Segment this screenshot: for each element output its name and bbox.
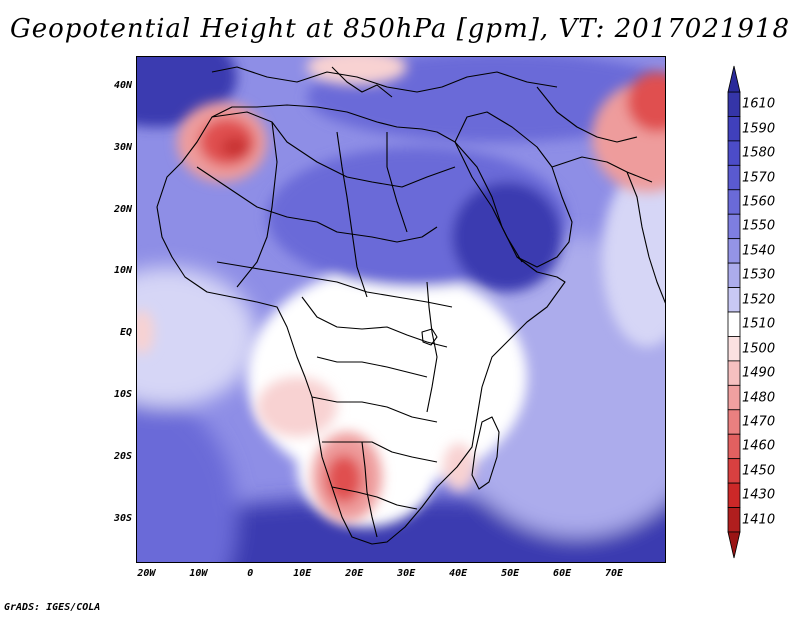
- balkans: [331, 66, 393, 98]
- colorbar-max-arrow: [727, 65, 741, 93]
- colorbar-label: 1520: [742, 292, 776, 308]
- colorbar-label: 1500: [742, 341, 776, 357]
- lat-label: 30S: [113, 512, 132, 524]
- border-6: [216, 261, 453, 308]
- colorbar-label: 1610: [742, 96, 776, 112]
- chart-title: Geopotential Height at 850hPa [gpm], VT:…: [9, 14, 791, 44]
- madagascar-outline: [471, 416, 500, 490]
- border-13: [361, 441, 378, 538]
- lat-label: 20S: [113, 450, 132, 462]
- lon-label: 70E: [605, 568, 624, 579]
- kalahari-low-core: [326, 455, 362, 503]
- colorbar-label: 1510: [742, 316, 776, 332]
- angola-pale-field: [257, 377, 337, 437]
- mediterranean-field: [307, 57, 665, 142]
- lon-label: 40E: [449, 568, 468, 579]
- iran-border: [536, 86, 638, 143]
- border-2: [196, 166, 438, 243]
- gulf-line: [551, 156, 653, 183]
- colorbar-swatch: [727, 189, 741, 215]
- lon-label: 50E: [501, 568, 520, 579]
- lon-label: 10W: [189, 568, 208, 579]
- lake-victoria: [421, 328, 438, 346]
- colorbar-swatch: [727, 140, 741, 166]
- border-4: [386, 132, 408, 233]
- colorbar-label: 1490: [742, 365, 776, 381]
- colorbar-label: 1430: [742, 487, 776, 503]
- lon-label: 20W: [137, 568, 156, 579]
- colorbar-swatch: [727, 262, 741, 288]
- colorbar-swatch: [727, 384, 741, 411]
- equator-pale-field: [137, 310, 154, 354]
- mediterranean-north: [211, 66, 558, 93]
- colorbar-swatch: [727, 336, 741, 362]
- morocco-high-center: [221, 137, 249, 157]
- colorbar-label: 1480: [742, 390, 776, 406]
- colorbar-swatch: [727, 238, 741, 264]
- border-5: [236, 121, 278, 288]
- lon-label: 20E: [345, 568, 364, 579]
- colorbar-swatch: [727, 287, 741, 313]
- country-outlines: [156, 66, 665, 545]
- border-3: [336, 131, 368, 298]
- lat-label: 10N: [113, 265, 132, 277]
- lat-label: 30N: [113, 141, 132, 153]
- colorbar: [727, 65, 741, 559]
- india-high-core: [627, 72, 665, 132]
- arabia-coast: [454, 111, 573, 268]
- balkan-pale-field: [307, 57, 407, 85]
- lat-label: 40N: [113, 79, 132, 91]
- border-10: [311, 396, 438, 423]
- red-sea-line: [454, 141, 523, 263]
- lon-label: 60E: [553, 568, 572, 579]
- lat-label: EQ: [119, 327, 132, 339]
- atlantic-pale-field: [137, 267, 257, 407]
- lat-label: 10S: [113, 389, 132, 401]
- map-panel[interactable]: [136, 56, 666, 563]
- colorbar-label: 1560: [742, 194, 776, 210]
- colorbar-swatch: [727, 164, 741, 191]
- colorbar-label: 1540: [742, 243, 776, 259]
- geopotential-map: [137, 57, 665, 562]
- india-coast: [626, 171, 665, 304]
- colorbar-label: 1570: [742, 170, 776, 186]
- africa-coastline: [156, 104, 566, 545]
- lon-label: 10E: [293, 568, 312, 579]
- footer-credit: GrADS: IGES/COLA: [4, 602, 101, 613]
- colorbar-min-arrow: [727, 531, 741, 559]
- colorbar-swatch: [727, 482, 741, 508]
- colorbar-label: 1590: [742, 121, 776, 137]
- colorbar-label: 1460: [742, 438, 776, 454]
- colorbar-swatch: [727, 409, 741, 435]
- colorbar-swatch: [727, 507, 741, 533]
- madagascar-pale-field: [443, 443, 475, 491]
- colorbar-swatch: [727, 311, 741, 337]
- lon-label: 30E: [397, 568, 416, 579]
- lat-label: 20N: [113, 203, 132, 215]
- colorbar-label: 1450: [742, 463, 776, 479]
- east-pale-field: [602, 167, 665, 347]
- colorbar-label: 1530: [742, 267, 776, 283]
- colorbar-label: 1550: [742, 218, 776, 234]
- colorbar-swatch: [727, 433, 741, 460]
- border-12: [331, 486, 418, 510]
- west-atlantic-deep-field: [137, 397, 237, 562]
- colorbar-swatch: [727, 91, 741, 117]
- colorbar-label: 1470: [742, 414, 776, 430]
- colorbar-swatch: [727, 213, 741, 240]
- border-8: [426, 281, 438, 413]
- lon-label: 0: [247, 568, 254, 579]
- border-11: [322, 441, 438, 463]
- border-1: [211, 111, 456, 188]
- colorbar-label: 1580: [742, 145, 776, 161]
- border-7: [301, 296, 448, 348]
- border-9: [316, 356, 428, 378]
- colorbar-swatch: [727, 116, 741, 142]
- colorbar-label: 1410: [742, 512, 776, 528]
- colorbar-swatch: [727, 360, 741, 386]
- colorbar-swatch: [727, 458, 741, 484]
